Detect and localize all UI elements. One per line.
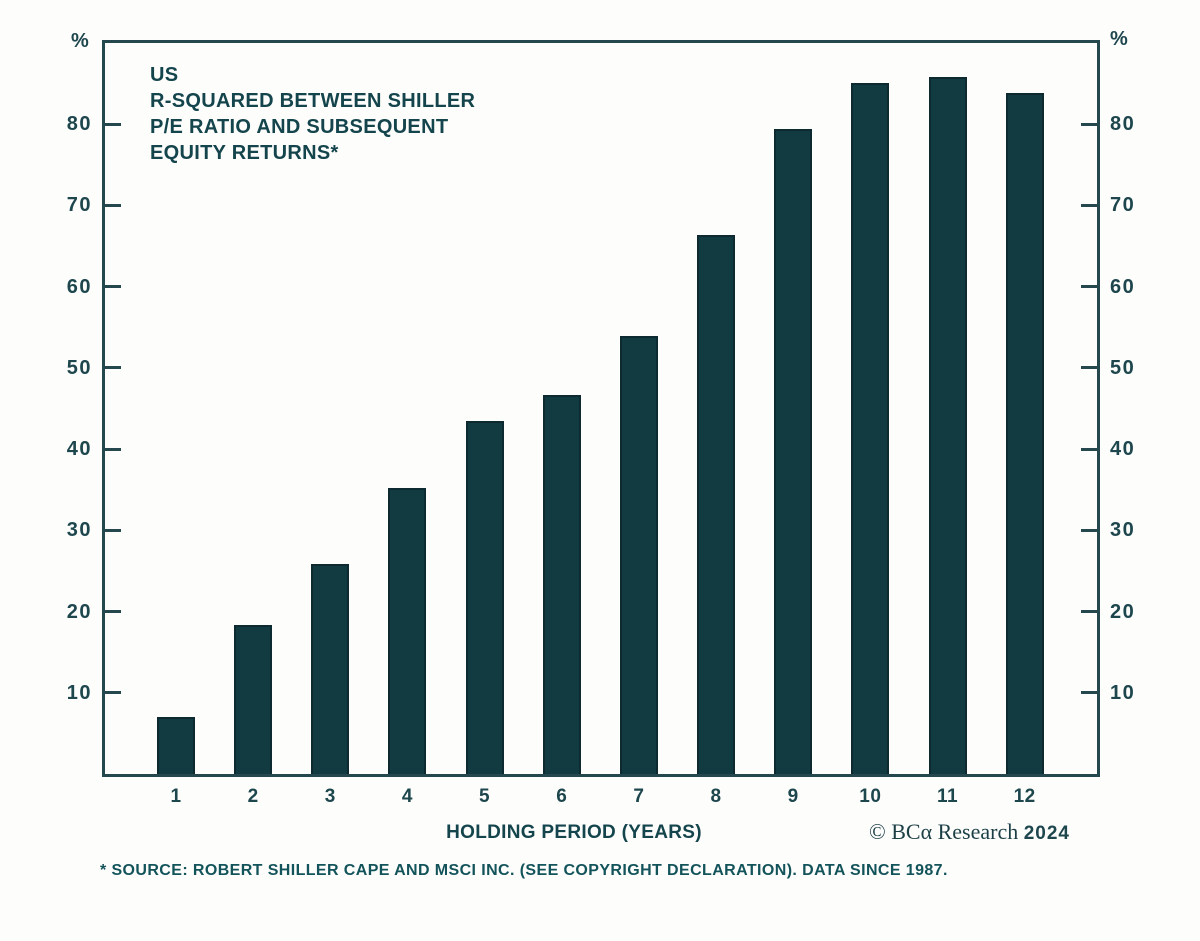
y-tick-label-left-70: 70	[66, 194, 92, 217]
y-tick-left-60	[105, 285, 121, 289]
y-tick-label-left-50: 50	[66, 356, 92, 379]
bar-year-9	[774, 129, 813, 774]
y-tick-left-70	[105, 203, 121, 207]
y-tick-label-right-20: 20	[1110, 600, 1136, 623]
plot-area	[102, 40, 1100, 777]
y-tick-left-20	[105, 610, 121, 614]
y-tick-right-50	[1081, 366, 1097, 370]
y-tick-label-right-10: 10	[1110, 681, 1136, 704]
x-tick-label-10: 10	[859, 786, 882, 807]
y-tick-right-20	[1081, 610, 1097, 614]
plot-inner	[105, 43, 1097, 774]
y-tick-label-left-80: 80	[66, 113, 92, 136]
bar-year-2	[234, 625, 273, 774]
bar-year-5	[465, 421, 504, 774]
x-tick-label-9: 9	[787, 786, 799, 807]
y-tick-left-80	[105, 122, 121, 126]
x-tick-label-7: 7	[633, 786, 645, 807]
y-tick-label-left-30: 30	[66, 519, 92, 542]
x-tick-label-8: 8	[710, 786, 722, 807]
bar-year-11	[928, 77, 967, 774]
chart-title-line-4: EQUITY RETURNS*	[150, 142, 339, 164]
chart-title-line-1: US	[150, 64, 179, 86]
y-tick-left-30	[105, 528, 121, 532]
bar-year-10	[851, 83, 890, 774]
bar-year-1	[157, 717, 195, 774]
y-tick-label-right-50: 50	[1110, 356, 1136, 379]
x-axis-title: HOLDING PERIOD (YEARS)	[446, 822, 702, 843]
bar-year-12	[1005, 93, 1044, 774]
bar-year-7	[619, 336, 658, 774]
y-tick-right-80	[1081, 122, 1097, 126]
y-tick-left-50	[105, 366, 121, 370]
y-tick-right-10	[1081, 691, 1097, 695]
y-tick-right-30	[1081, 528, 1097, 532]
y-tick-label-left-20: 20	[66, 600, 92, 623]
x-tick-label-12: 12	[1013, 786, 1036, 807]
chart-title: US R-SQUARED BETWEEN SHILLER P/E RATIO A…	[150, 62, 475, 166]
bar-year-3	[311, 564, 350, 774]
y-tick-right-70	[1081, 203, 1097, 207]
y-axis-unit-left: %	[71, 30, 89, 52]
y-tick-label-left-10: 10	[66, 681, 92, 704]
x-tick-label-5: 5	[479, 786, 491, 807]
source-footnote: * SOURCE: ROBERT SHILLER CAPE AND MSCI I…	[100, 862, 948, 879]
y-tick-label-right-40: 40	[1110, 438, 1136, 461]
copyright: © BCα Research 2024	[700, 819, 1070, 845]
y-tick-left-40	[105, 447, 121, 451]
x-tick-label-11: 11	[936, 786, 959, 807]
chart-title-line-3: P/E RATIO AND SUBSEQUENT	[150, 116, 449, 138]
x-tick-label-6: 6	[556, 786, 568, 807]
copyright-year: 2024	[1023, 823, 1070, 844]
y-tick-label-right-70: 70	[1110, 194, 1136, 217]
copyright-text: © BCα Research	[869, 819, 1019, 844]
x-tick-label-3: 3	[324, 786, 336, 807]
y-tick-label-left-40: 40	[66, 438, 92, 461]
x-tick-label-4: 4	[401, 786, 413, 807]
y-tick-right-40	[1081, 447, 1097, 451]
bar-year-4	[388, 488, 427, 774]
x-tick-label-2: 2	[247, 786, 259, 807]
x-tick-label-1: 1	[170, 786, 182, 807]
chart-title-line-2: R-SQUARED BETWEEN SHILLER	[150, 90, 476, 112]
y-tick-label-right-30: 30	[1110, 519, 1136, 542]
y-tick-left-10	[105, 691, 121, 695]
y-axis-unit-right: %	[1110, 28, 1128, 50]
y-tick-label-right-80: 80	[1110, 113, 1136, 136]
y-tick-label-right-60: 60	[1110, 275, 1136, 298]
bar-year-8	[697, 235, 736, 774]
y-tick-label-left-60: 60	[66, 275, 92, 298]
y-tick-right-60	[1081, 285, 1097, 289]
bar-year-6	[542, 395, 581, 774]
